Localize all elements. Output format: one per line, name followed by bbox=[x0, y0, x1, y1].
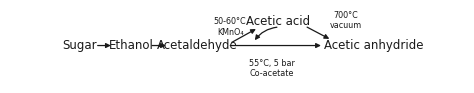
Text: Sugar: Sugar bbox=[62, 39, 97, 52]
Text: Acetic anhydride: Acetic anhydride bbox=[324, 39, 423, 52]
Text: Ethanol: Ethanol bbox=[109, 39, 153, 52]
Text: 700°C
vacuum: 700°C vacuum bbox=[329, 11, 362, 30]
Text: 55°C, 5 bar
Co-acetate: 55°C, 5 bar Co-acetate bbox=[249, 59, 294, 78]
Text: Acetic acid: Acetic acid bbox=[246, 15, 310, 28]
Text: 50-60°C
KMnO₄: 50-60°C KMnO₄ bbox=[214, 17, 246, 37]
Text: Acetaldehyde: Acetaldehyde bbox=[156, 39, 237, 52]
